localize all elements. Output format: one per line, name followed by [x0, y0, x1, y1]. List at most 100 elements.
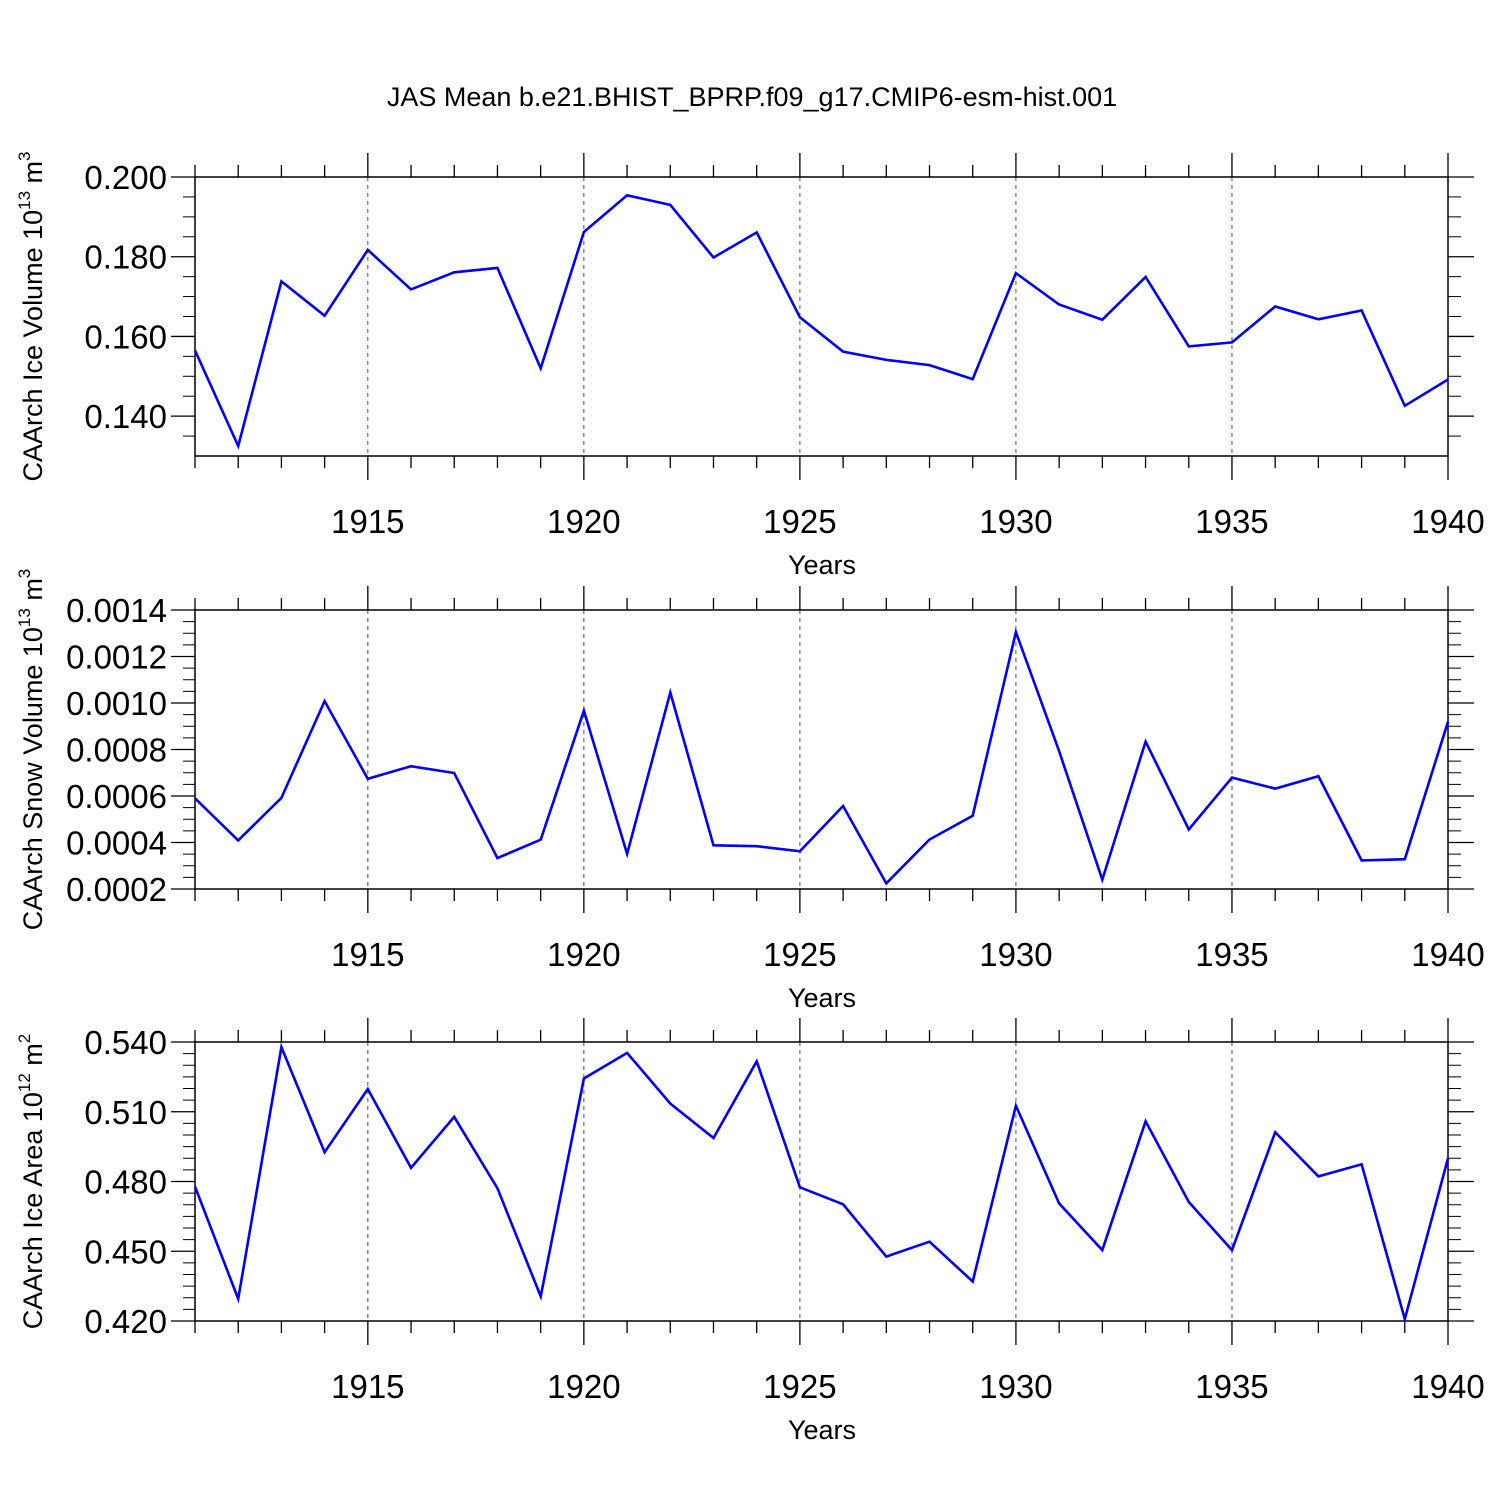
data-point: [495, 856, 499, 860]
data-point: [279, 1045, 283, 1049]
data-point: [625, 852, 629, 856]
x-tick-label: 1930: [979, 936, 1052, 973]
data-point: [1360, 1162, 1364, 1166]
data-point: [409, 287, 413, 291]
data-point: [668, 691, 672, 695]
data-point: [1273, 1130, 1277, 1134]
x-tick-label: 1920: [547, 936, 620, 973]
data-point: [668, 203, 672, 207]
data-point: [798, 849, 802, 853]
y-axis-label-text: CAArch Snow Volume 10: [18, 627, 48, 930]
y-axis-label-unit: m: [18, 1043, 48, 1073]
x-tick-label: 1935: [1195, 503, 1268, 540]
data-point: [798, 1185, 802, 1189]
x-tick-label: 1915: [331, 503, 404, 540]
x-tick-label: 1925: [763, 936, 836, 973]
data-point: [1144, 275, 1148, 279]
data-point: [193, 1185, 197, 1189]
plot-panel-3: 1915 1920 1925 1930 1935 1940 Years 0.420 0.450 0…: [15, 1018, 1485, 1445]
data-point: [711, 1136, 715, 1140]
data-point: [1230, 340, 1234, 344]
y-axis-label: CAArch Ice Area 1012 m2: [15, 1034, 48, 1330]
y-tick-label: 0.0002: [66, 871, 167, 908]
data-point: [755, 844, 759, 848]
y-axis-label-exponent: 12: [15, 1073, 34, 1092]
x-axis-label: Years: [788, 1415, 856, 1445]
data-point: [582, 709, 586, 713]
y-axis-label-unit-exponent: 3: [15, 569, 34, 578]
data-point: [323, 699, 327, 703]
data-point: [1100, 318, 1104, 322]
x-tick-label: 1930: [979, 1368, 1052, 1405]
data-point: [625, 1051, 629, 1055]
data-point: [1360, 309, 1364, 313]
y-axis-label-unit-exponent: 2: [15, 1034, 34, 1043]
y-tick-label: 0.0008: [66, 732, 167, 769]
y-axis-label: CAArch Ice Volume 1013 m3: [15, 151, 48, 481]
x-tick-label: 1940: [1411, 1368, 1484, 1405]
x-axis-label: Years: [788, 983, 856, 1013]
data-point: [928, 837, 932, 841]
series-line: [194, 627, 1450, 886]
data-point: [1230, 776, 1234, 780]
data-point: [409, 1166, 413, 1170]
data-point: [1446, 1156, 1450, 1160]
x-tick-label: 1925: [763, 1368, 836, 1405]
x-axis-label: Years: [788, 550, 856, 580]
data-point: [323, 314, 327, 318]
data-point: [236, 444, 240, 448]
data-point: [366, 248, 370, 252]
data-point: [539, 838, 543, 842]
y-tick-label: 0.480: [84, 1164, 167, 1201]
data-point: [279, 279, 283, 283]
y-tick-label: 0.0010: [66, 685, 167, 722]
data-point: [582, 1077, 586, 1081]
series-line: [193, 193, 1449, 450]
series-line: [193, 1042, 1450, 1325]
data-point: [1230, 1248, 1234, 1252]
data-point: [193, 348, 197, 352]
y-tick-label: 0.510: [84, 1094, 167, 1131]
data-point: [928, 363, 932, 367]
data-point: [323, 1150, 327, 1154]
data-point: [971, 814, 975, 818]
data-point: [1316, 317, 1320, 321]
y-tick-label: 0.200: [84, 159, 167, 196]
y-axis-label-text: CAArch Ice Volume 10: [18, 210, 48, 482]
data-point: [841, 1202, 845, 1206]
x-tick-label: 1915: [331, 936, 404, 973]
y-axis-label-unit: m: [18, 161, 48, 191]
data-point: [366, 1087, 370, 1091]
data-point: [193, 796, 197, 800]
data-point: [884, 358, 888, 362]
data-point: [279, 796, 283, 800]
data-point: [1144, 1119, 1148, 1123]
data-point: [841, 350, 845, 354]
data-point: [971, 377, 975, 381]
y-axis-label: CAArch Snow Volume 1013 m3: [15, 569, 48, 931]
data-point: [841, 804, 845, 808]
y-tick-label: 0.180: [84, 239, 167, 276]
data-point: [625, 193, 629, 197]
data-point: [1446, 720, 1450, 724]
plot-frame: [194, 1041, 1449, 1322]
data-point: [1273, 305, 1277, 309]
x-tick-label: 1935: [1195, 936, 1268, 973]
data-point: [1316, 1174, 1320, 1178]
y-axis-label-unit-exponent: 3: [15, 151, 34, 160]
y-tick-label: 0.160: [84, 318, 167, 355]
x-tick-label: 1920: [547, 1368, 620, 1405]
data-point: [1403, 1317, 1407, 1321]
data-point: [366, 777, 370, 781]
x-tick-label: 1920: [547, 503, 620, 540]
data-point: [452, 1115, 456, 1119]
y-tick-label: 0.0006: [66, 778, 167, 815]
y-tick-label: 0.140: [84, 398, 167, 435]
data-point: [452, 270, 456, 274]
data-point: [1187, 1200, 1191, 1204]
x-tick-label: 1940: [1411, 503, 1484, 540]
data-point: [798, 315, 802, 319]
data-point: [236, 838, 240, 842]
y-axis-label-unit: m: [18, 578, 48, 608]
data-point: [1446, 377, 1450, 381]
